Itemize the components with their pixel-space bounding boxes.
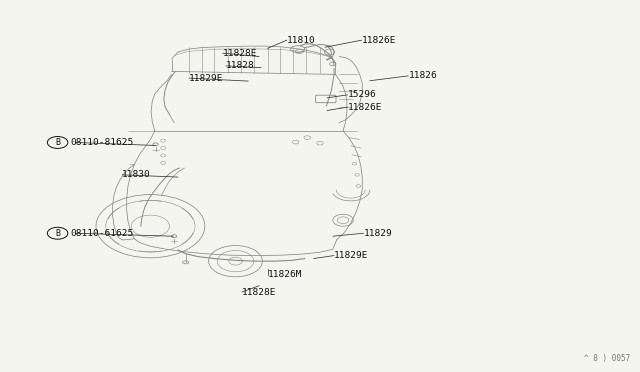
Text: 11830: 11830 [122, 170, 151, 179]
Text: 08110-61625: 08110-61625 [70, 229, 134, 238]
Text: 08110-81625: 08110-81625 [70, 138, 134, 147]
Text: 11828E: 11828E [223, 49, 257, 58]
Text: 11829: 11829 [364, 229, 392, 238]
Text: 11826E: 11826E [348, 103, 382, 112]
Text: ^ 8 ) 0057: ^ 8 ) 0057 [584, 354, 630, 363]
Text: 11826M: 11826M [268, 270, 302, 279]
Text: 11826E: 11826E [362, 36, 396, 45]
Text: 11829E: 11829E [334, 251, 369, 260]
Text: 11829E: 11829E [189, 74, 223, 83]
Text: 15296: 15296 [348, 90, 376, 99]
Text: 11828: 11828 [226, 61, 255, 70]
Text: B: B [55, 229, 60, 238]
Text: 11810: 11810 [287, 36, 316, 45]
Text: 11826: 11826 [408, 71, 437, 80]
Text: 11828E: 11828E [242, 288, 276, 296]
Text: B: B [55, 138, 60, 147]
